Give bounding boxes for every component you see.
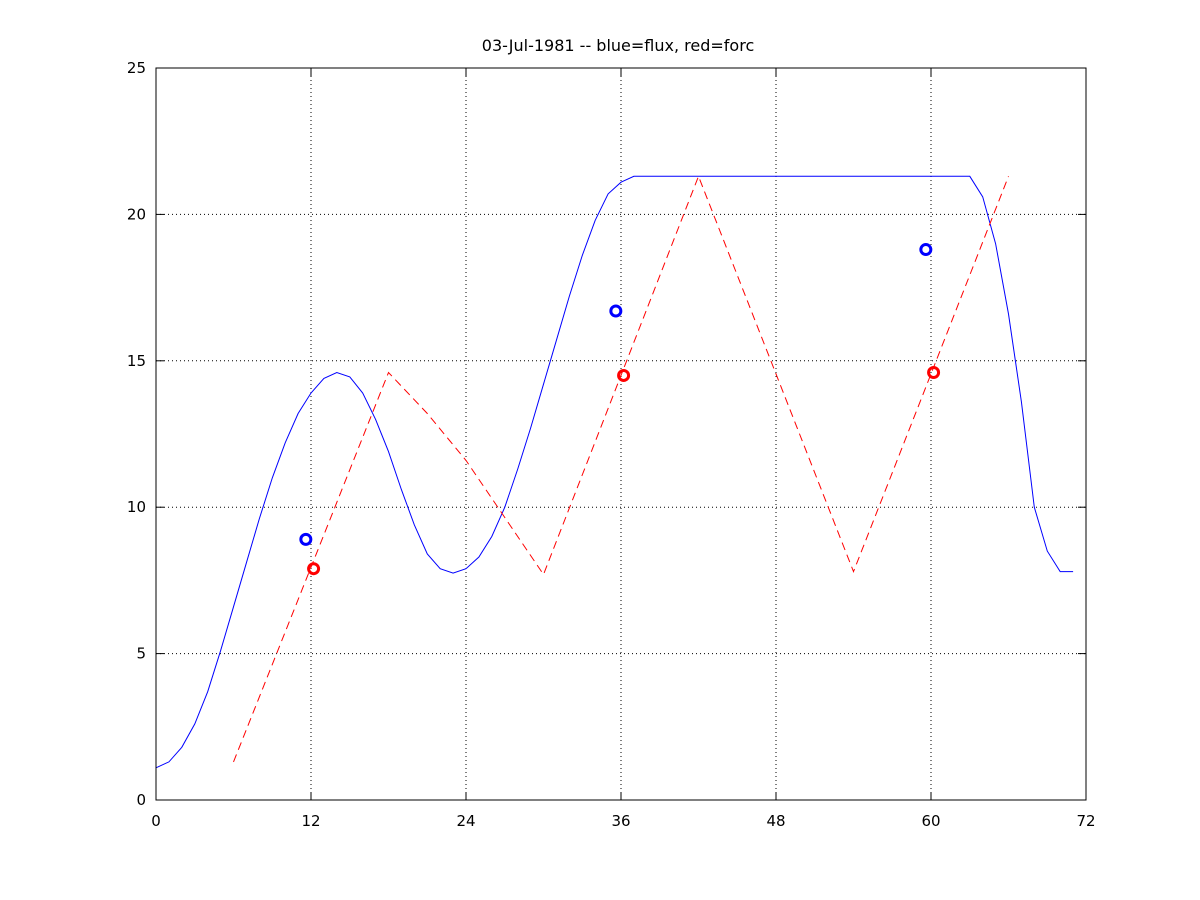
flux-series-line — [155, 175, 1074, 769]
y-tick-label: 15 — [127, 352, 146, 370]
y-tick-label: 5 — [136, 645, 146, 663]
x-tick-label: 12 — [301, 812, 320, 830]
series-layer — [155, 174, 1074, 769]
y-tick-label: 0 — [136, 791, 146, 809]
x-tick-label: 48 — [766, 812, 785, 830]
y-tick-label: 20 — [127, 205, 146, 223]
grid — [156, 68, 1086, 800]
x-tick-label: 60 — [921, 812, 940, 830]
data-point — [927, 366, 941, 380]
y-tick-label: 10 — [127, 498, 146, 516]
x-tick-label: 0 — [151, 812, 161, 830]
chart-title: 03-Jul-1981 -- blue=flux, red=forc — [482, 36, 754, 55]
y-tick-label: 25 — [127, 59, 146, 77]
x-tick-label: 72 — [1076, 812, 1095, 830]
ticks: 0 12 24 36 48 60 72 0 5 10 15 20 25 — [127, 59, 1096, 830]
data-point — [299, 532, 313, 546]
data-point — [919, 243, 933, 257]
data-point — [307, 562, 321, 576]
x-tick-label: 36 — [611, 812, 630, 830]
forc-series-line — [233, 174, 1009, 763]
data-point — [617, 368, 631, 382]
x-tick-label: 24 — [456, 812, 475, 830]
data-point — [609, 304, 623, 318]
